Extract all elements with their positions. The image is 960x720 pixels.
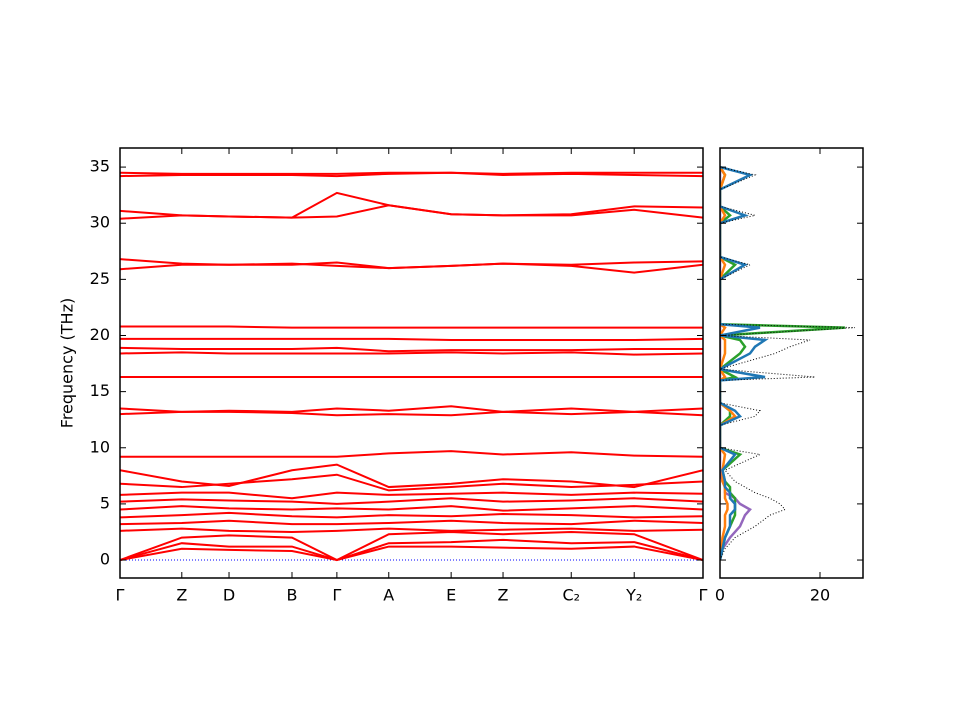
y-tick-label: 25 [90,269,110,288]
band-line [120,171,703,178]
x-tick-label: E [446,586,456,605]
y-tick-label: 30 [90,213,110,232]
dos-line [720,167,752,561]
x-tick-label: B [286,586,297,605]
dos-line [720,165,769,561]
x-tick-label: Z [498,586,509,605]
band-line [120,191,703,220]
band-line [120,325,703,329]
y-tick-label: 5 [100,493,110,512]
y-tick-label: 35 [90,157,110,176]
x-tick-label: D [223,586,235,605]
y-tick-label: 20 [90,325,110,344]
x-tick-label: Γ [116,586,125,605]
y-axis-label: Frequency (THz) [58,298,77,428]
band-line [120,410,703,417]
band-line [120,171,703,175]
plot-area [720,165,856,561]
band-line [120,351,703,356]
x-tick-label: Y₂ [625,586,642,605]
plot-frame [119,147,704,579]
x-tick-label: A [383,586,394,605]
band-line [120,346,703,353]
y-tick-label: 15 [90,381,110,400]
x-tick-label: Z [176,586,187,605]
band-line [120,530,703,562]
band-line [120,450,703,458]
band-line [120,497,703,505]
dos-line [720,166,737,561]
band-panel: 0 5 10 15 20 25 30 35 Frequency (THz) Γ Z D B Γ A E Z C₂ Y… [58,147,708,605]
dos-line [720,166,856,561]
band-line [120,505,703,512]
band-line [120,527,703,533]
band-line [120,463,703,489]
band-line [120,337,703,341]
band-line [120,519,703,526]
x-tick-label: 0 [715,586,725,605]
y-tick-label: 10 [90,437,110,456]
x-tick-label: C₂ [562,586,580,605]
band-line [120,538,703,562]
x-tick-label: 20 [810,586,830,605]
plot-area [120,171,703,562]
x-tick-label: Γ [332,586,341,605]
band-line [120,491,703,500]
x-tick-label: Γ [699,586,708,605]
band-line [120,545,703,562]
plot-frame [719,147,864,579]
band-line [120,473,703,492]
y-tick-label: 0 [100,550,110,569]
band-line [120,262,703,274]
dos-panel: 0 20 [715,147,864,605]
band-line [120,511,703,519]
